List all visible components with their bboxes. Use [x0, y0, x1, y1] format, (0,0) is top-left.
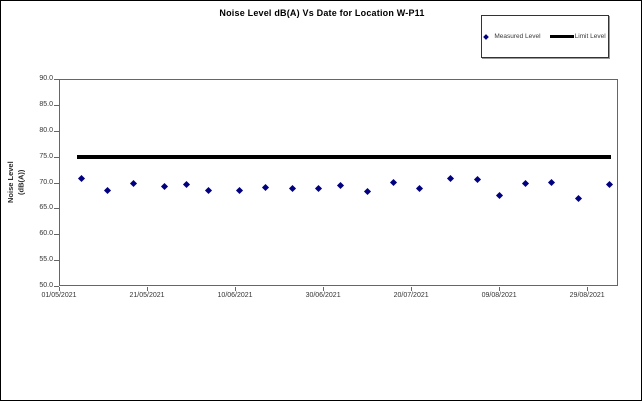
- y-tick-label-50.0: 50.0: [39, 282, 53, 289]
- y-tick-label-60.0: 60.0: [39, 230, 53, 238]
- legend-entry-limit-level: Limit Level: [541, 33, 606, 40]
- y-tick-mark: [54, 260, 59, 262]
- x-tick-label-10/06/2021: 10/06/2021: [217, 292, 253, 299]
- y-tick-mark: [54, 130, 59, 132]
- y-tick-label-85.0: 85.0: [39, 100, 53, 108]
- x-tick-mark: [323, 287, 325, 291]
- y-tick-label-75.0: 75.0: [39, 152, 53, 160]
- y-tick-mark: [54, 104, 59, 106]
- limit-level-line-icon: [549, 35, 574, 38]
- x-tick-label-20/07/2021: 20/07/2021: [393, 292, 429, 299]
- y-tick-mark: [54, 234, 59, 236]
- x-tick-mark: [59, 287, 60, 291]
- x-tick-label-21/05/2021: 21/05/2021: [129, 292, 165, 299]
- x-tick-label-29/08/2021: 29/08/2021: [569, 292, 605, 299]
- x-tick-mark: [499, 287, 501, 291]
- x-tick-label-01/05/2021: 01/05/2021: [41, 292, 77, 299]
- y-tick-mark: [54, 156, 59, 158]
- measured-level-diamond-icon: [483, 33, 490, 40]
- y-axis-title-line1: Noise Level: [6, 161, 15, 204]
- y-tick-label-70.0: 70.0: [39, 178, 53, 186]
- x-tick-label-09/08/2021: 09/08/2021: [481, 292, 517, 299]
- y-tick-label-90.0: 90.0: [39, 75, 53, 82]
- y-tick-label-80.0: 80.0: [39, 126, 53, 134]
- y-tick-mark: [54, 182, 59, 184]
- limit-level-line: [76, 154, 612, 159]
- x-tick-mark: [587, 287, 589, 291]
- y-tick-label-65.0: 65.0: [39, 204, 53, 212]
- y-tick-mark: [54, 208, 59, 210]
- x-tick-mark: [235, 287, 237, 291]
- legend-label-limit-level: Limit Level: [574, 33, 606, 40]
- chart-title: Noise Level dB(A) Vs Date for Location W…: [219, 8, 425, 18]
- x-tick-label-30/06/2021: 30/06/2021: [305, 292, 341, 299]
- x-tick-mark: [411, 287, 413, 291]
- y-tick-label-55.0: 55.0: [39, 256, 53, 264]
- y-tick-mark: [54, 286, 59, 287]
- chart-legend: Measured Level Limit Level: [481, 15, 609, 58]
- legend-entry-measured-level: Measured Level: [483, 33, 541, 40]
- legend-label-measured-level: Measured Level: [494, 33, 541, 40]
- y-axis-title: Noise Level (dB(A)): [6, 79, 27, 286]
- x-tick-mark: [147, 287, 149, 291]
- y-tick-mark: [54, 79, 59, 80]
